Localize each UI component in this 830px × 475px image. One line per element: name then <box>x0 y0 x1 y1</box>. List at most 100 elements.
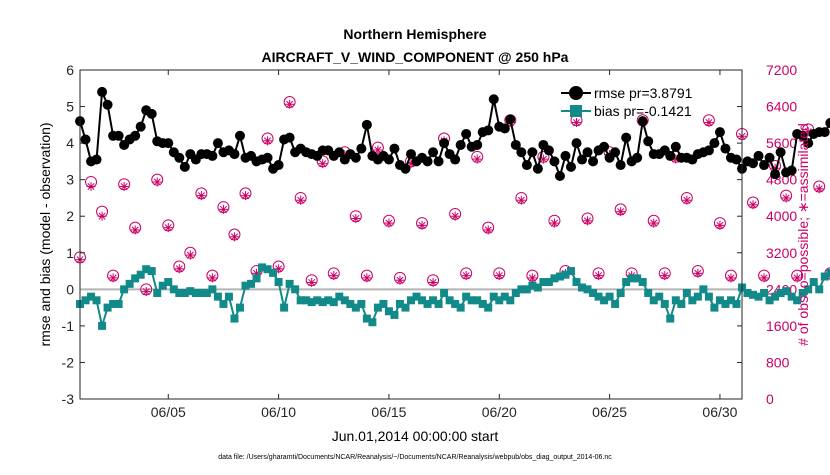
rmse-point <box>423 156 433 166</box>
rmse-point <box>263 153 273 163</box>
obs-assimilated-marker <box>263 136 272 145</box>
bias-point <box>694 293 702 301</box>
bias-point <box>368 318 376 326</box>
bias-point <box>457 304 465 312</box>
obs-assimilated-marker <box>550 219 559 228</box>
rmse-series <box>75 87 830 181</box>
rmse-point <box>566 162 576 172</box>
rmse-point <box>643 136 653 146</box>
obs-assimilated-marker <box>362 273 371 282</box>
chart-subtitle: AIRCRAFT_V_WIND_COMPONENT @ 250 hPa <box>262 49 569 65</box>
bias-series <box>76 263 830 329</box>
y-tick-label-left: 4 <box>66 135 74 151</box>
rmse-point <box>731 155 741 165</box>
bias-point <box>225 293 233 301</box>
bias-point <box>148 267 156 275</box>
x-tick-label: 06/30 <box>702 404 737 420</box>
obs-assimilated-marker <box>660 271 669 280</box>
rmse-point <box>356 144 366 154</box>
obs-assimilated-marker <box>473 155 482 164</box>
rmse-point <box>274 160 284 170</box>
obs-assimilated-marker <box>782 193 791 202</box>
bias-point <box>732 300 740 308</box>
bias-point <box>760 289 768 297</box>
bias-point <box>390 311 398 319</box>
bias-point <box>699 285 707 293</box>
bias-point <box>606 293 614 301</box>
bias-point <box>236 304 244 312</box>
y-axis-right: 080016002400320040004800560064007200 <box>737 62 797 407</box>
rmse-point <box>136 122 146 132</box>
rmse-point <box>384 155 394 165</box>
rmse-point <box>671 142 681 152</box>
obs-assimilated-marker <box>131 225 140 234</box>
rmse-point <box>285 133 295 143</box>
obs-assimilated-marker <box>230 232 239 241</box>
obs-assimilated-marker <box>142 287 151 296</box>
obs-assimilated-marker <box>186 251 195 260</box>
rmse-point <box>533 164 543 174</box>
rmse-point <box>92 155 102 165</box>
y-tick-label-left: -2 <box>62 354 75 370</box>
rmse-point <box>599 142 609 152</box>
bias-point <box>253 274 261 282</box>
bias-point <box>677 300 685 308</box>
rmse-point <box>720 144 730 154</box>
rmse-point <box>754 151 764 161</box>
bias-point <box>639 278 647 286</box>
obs-assimilated-marker <box>484 225 493 234</box>
obs-assimilated-marker <box>153 177 162 186</box>
bias-point <box>710 304 718 312</box>
legend-bias-marker <box>570 105 582 117</box>
rmse-point <box>610 147 620 157</box>
obs-assimilated-marker <box>462 271 471 280</box>
rmse-point <box>709 138 719 148</box>
y-tick-label-right: 4000 <box>766 208 797 224</box>
obs-assimilated-marker <box>87 182 96 191</box>
rmse-point <box>114 131 124 141</box>
obs-assimilated-marker <box>241 191 250 200</box>
y-tick-label-left: 1 <box>66 245 74 261</box>
rmse-point <box>456 140 466 150</box>
bias-point <box>214 293 222 301</box>
rmse-point <box>489 94 499 104</box>
rmse-point <box>389 144 399 154</box>
bias-point <box>567 267 575 275</box>
rmse-point <box>180 162 190 172</box>
bias-point <box>666 315 674 323</box>
rmse-point <box>174 153 184 163</box>
bias-point <box>98 322 106 330</box>
obs-assimilated-marker <box>583 216 592 225</box>
y-tick-label-right: 800 <box>766 354 790 370</box>
rmse-point <box>147 109 157 119</box>
obs-assimilated-marker <box>704 118 713 127</box>
bias-point <box>435 300 443 308</box>
bias-point <box>357 300 365 308</box>
obs-assimilated-marker <box>649 219 658 228</box>
rmse-point <box>632 153 642 163</box>
bias-point <box>115 300 123 308</box>
bias-point <box>275 278 283 286</box>
rmse-point <box>434 156 444 166</box>
obs-assimilated-marker <box>175 264 184 273</box>
rmse-point <box>770 169 780 179</box>
rmse-point <box>776 147 786 157</box>
obs-assimilated-marker <box>815 184 824 193</box>
y-tick-label-left: 5 <box>66 99 74 115</box>
rmse-point <box>130 131 140 141</box>
obs-assimilated-marker <box>351 214 360 223</box>
obs-assimilated-marker <box>682 196 691 205</box>
rmse-point <box>765 153 775 163</box>
bias-point <box>219 300 227 308</box>
obs-assimilated-marker <box>451 212 460 221</box>
y-tick-label-right: 0 <box>766 391 774 407</box>
rmse-point <box>472 140 482 150</box>
legend-bias-label: bias pr=-0.1421 <box>594 103 692 119</box>
obs-assimilated-marker <box>528 273 537 282</box>
bias-point <box>661 300 669 308</box>
bias-point <box>611 300 619 308</box>
y-tick-label-left: 0 <box>66 281 74 297</box>
